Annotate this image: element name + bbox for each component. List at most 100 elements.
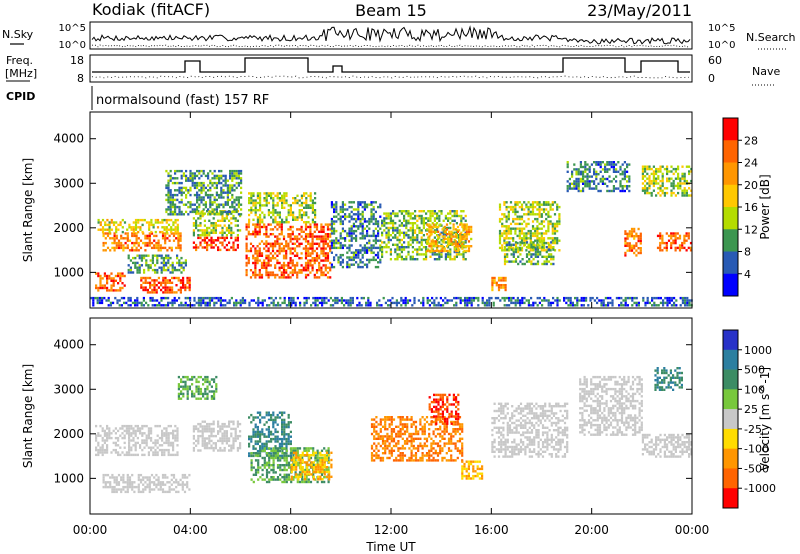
echo-cell <box>389 217 392 220</box>
echo-cell <box>285 252 288 255</box>
echo-cell <box>617 161 620 164</box>
echo-cell <box>123 453 126 457</box>
echo-cell <box>152 446 155 449</box>
echo-cell <box>278 242 281 245</box>
echo-cell <box>278 221 281 224</box>
echo-cell <box>339 232 342 235</box>
echo-cell <box>235 172 238 175</box>
echo-cell <box>176 189 179 192</box>
echo-cell <box>208 437 211 440</box>
echo-cell <box>113 241 116 245</box>
echo-cell <box>252 257 255 260</box>
echo-cell <box>189 174 192 178</box>
echo-cell <box>123 429 126 433</box>
echo-cell <box>326 257 330 260</box>
echo-cell <box>120 476 123 479</box>
echo-cell <box>426 249 429 253</box>
echo-cell <box>106 485 110 489</box>
echo-cell <box>536 253 540 256</box>
echo-cell <box>341 265 344 269</box>
echo-cell <box>637 247 640 250</box>
echo-cell <box>374 201 377 204</box>
echo-cell <box>545 246 548 249</box>
echo-cell <box>418 217 421 220</box>
echo-cell <box>362 296 365 300</box>
echo-cell <box>368 217 371 221</box>
echo-cell <box>330 251 333 254</box>
echo-cell <box>538 208 541 211</box>
echo-cell <box>459 296 462 300</box>
echo-cell <box>114 441 117 445</box>
echo-cell <box>517 250 520 254</box>
echo-cell <box>236 236 239 240</box>
echo-cell <box>168 286 171 289</box>
echo-cell <box>657 170 660 173</box>
echo-cell <box>116 301 119 305</box>
echo-cell <box>529 232 532 235</box>
echo-cell <box>589 296 592 300</box>
echo-cell <box>155 291 158 294</box>
echo-cell <box>606 163 609 166</box>
echo-cell <box>223 422 226 426</box>
echo-cell <box>217 420 220 423</box>
echo-cell <box>309 233 312 236</box>
echo-cell <box>381 246 384 249</box>
echo-cell <box>103 434 106 437</box>
echo-cell <box>129 296 132 300</box>
echo-cell <box>366 258 369 262</box>
echo-cell <box>193 392 196 396</box>
echo-cell <box>536 304 539 307</box>
echo-cell <box>150 246 154 250</box>
echo-cell <box>300 201 303 205</box>
echo-cell <box>263 197 266 200</box>
echo-cell <box>488 304 491 307</box>
echo-cell <box>318 237 321 241</box>
echo-cell <box>223 246 226 249</box>
echo-cell <box>114 427 117 430</box>
echo-cell <box>167 439 170 442</box>
echo-cell <box>521 301 524 305</box>
echo-cell <box>152 441 155 445</box>
echo-cell <box>683 246 686 250</box>
echo-cell <box>235 177 238 180</box>
echo-cell <box>429 255 432 258</box>
echo-cell <box>503 248 507 251</box>
echo-cell <box>402 299 405 302</box>
echo-cell <box>648 165 651 168</box>
colorbar-swatch <box>723 229 738 252</box>
echo-cell <box>516 217 519 221</box>
echo-cell <box>147 436 150 440</box>
echo-cell <box>411 217 414 220</box>
echo-cell <box>339 237 342 240</box>
echo-cell <box>313 276 316 279</box>
echo-cell <box>681 172 684 176</box>
echo-cell <box>237 201 240 204</box>
echo-cell <box>456 245 460 248</box>
echo-cell <box>330 263 333 266</box>
echo-cell <box>151 279 154 282</box>
echo-cell <box>519 248 522 251</box>
echo-cell <box>523 227 526 230</box>
echo-cell <box>189 177 192 180</box>
echo-cell <box>187 213 190 216</box>
echo-cell <box>256 223 259 226</box>
echo-cell <box>280 271 283 274</box>
echo-cell <box>512 260 515 263</box>
echo-cell <box>304 254 308 257</box>
echo-cell <box>320 266 323 269</box>
echo-cell <box>520 246 524 250</box>
echo-cell <box>208 226 211 230</box>
echo-cell <box>201 214 204 218</box>
echo-cell <box>329 249 332 253</box>
echo-cell <box>278 247 281 250</box>
echo-cell <box>210 212 213 215</box>
echo-cell <box>630 249 634 252</box>
echo-cell <box>437 230 440 233</box>
echo-cell <box>208 234 211 237</box>
echo-cell <box>180 271 183 274</box>
echo-cell <box>547 301 550 305</box>
echo-cell <box>567 296 570 300</box>
echo-cell <box>646 182 649 185</box>
echo-cell <box>258 233 261 236</box>
echo-cell <box>248 199 251 202</box>
